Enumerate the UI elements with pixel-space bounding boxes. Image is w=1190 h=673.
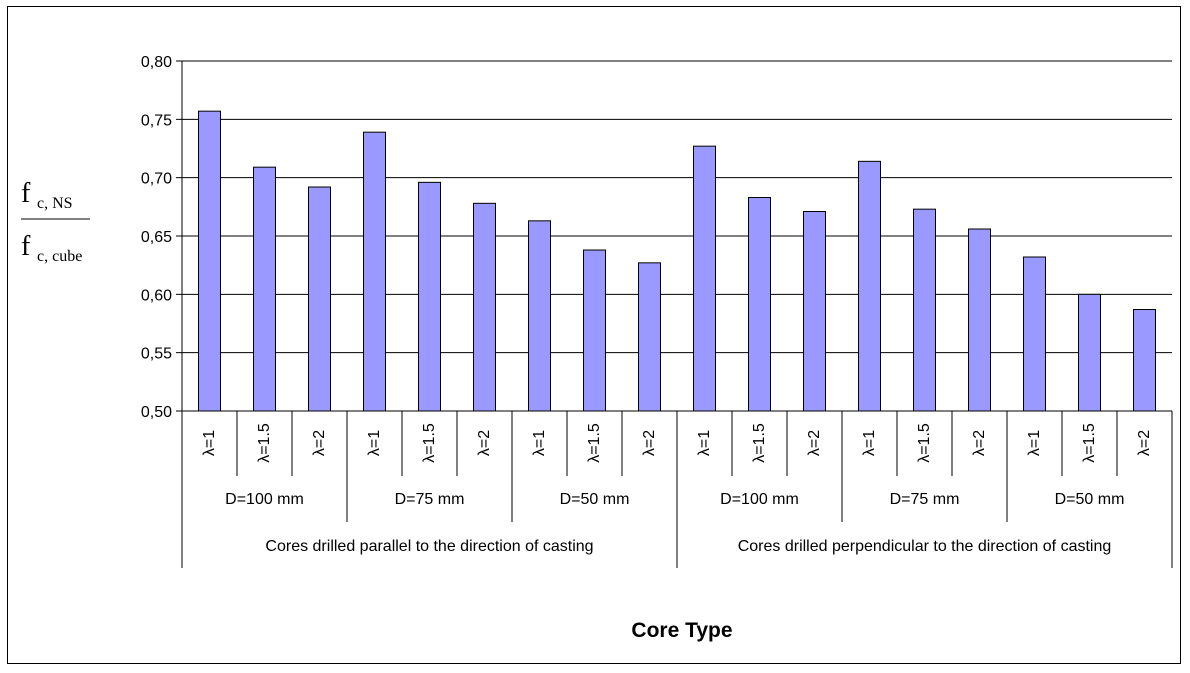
- y-axis-ticks: 0,50 0,55 0,60 0,65 0,70 0,75 0,80: [141, 54, 182, 421]
- bar: [638, 262, 661, 412]
- y-tick-label: 0,50: [141, 404, 172, 421]
- category-label: λ=2: [311, 430, 328, 456]
- bar: [253, 166, 276, 412]
- bar: [968, 228, 991, 412]
- x-axis-title: Core Type: [631, 619, 732, 642]
- bar: [473, 202, 496, 412]
- bar: [1133, 309, 1156, 412]
- diameter-group-label: D=50 mm: [1055, 491, 1125, 508]
- bar: [693, 145, 716, 412]
- y-axis-label: f c, NS f c, cube: [21, 178, 90, 265]
- y-label-den-sub: c, cube: [37, 248, 82, 265]
- bar: [748, 197, 771, 412]
- bar: [308, 186, 331, 412]
- category-label: λ=1: [1026, 430, 1043, 456]
- y-label-den-main: f: [21, 231, 31, 262]
- bar: [913, 208, 936, 412]
- y-label-num-main: f: [21, 178, 31, 209]
- bar: [418, 181, 441, 412]
- category-label: λ=1: [861, 430, 878, 456]
- bar: [198, 110, 221, 412]
- bar: [1023, 256, 1046, 412]
- bar: [583, 249, 606, 412]
- y-tick-label: 0,70: [141, 171, 172, 188]
- orientation-group-label: Cores drilled perpendicular to the direc…: [738, 538, 1112, 555]
- bar: [528, 220, 551, 412]
- category-label: λ=1: [366, 430, 383, 456]
- group-labels: D=100 mm D=75 mm D=50 mm D=100 mm D=75 mm D=5…: [181, 411, 1173, 568]
- chart-frame: [7, 6, 1181, 664]
- category-label: λ=2: [1136, 430, 1153, 456]
- bar: [1078, 293, 1101, 412]
- category-label: λ=1.5: [586, 423, 603, 463]
- y-label-num-sub: c, NS: [37, 195, 73, 212]
- y-tick-label: 0,65: [141, 229, 172, 246]
- orientation-group-label: Cores drilled parallel to the direction …: [265, 538, 593, 555]
- y-tick-label: 0,75: [141, 112, 172, 129]
- diameter-group-label: D=50 mm: [560, 491, 630, 508]
- category-label: λ=1: [201, 430, 218, 456]
- category-label: λ=1: [531, 430, 548, 456]
- diameter-group-label: D=100 mm: [225, 491, 304, 508]
- y-tick-label: 0,80: [141, 54, 172, 71]
- bar: [363, 131, 386, 412]
- y-tick-label: 0,60: [141, 287, 172, 304]
- category-label: λ=1.5: [751, 423, 768, 463]
- category-label: λ=1.5: [1081, 423, 1098, 463]
- y-tick-label: 0,55: [141, 346, 172, 363]
- category-label: λ=2: [476, 430, 493, 456]
- bar: [803, 211, 826, 412]
- category-label: λ=2: [971, 430, 988, 456]
- bars: [198, 110, 1156, 412]
- bar: [858, 160, 881, 412]
- category-label: λ=1.5: [256, 423, 273, 463]
- category-label: λ=1: [696, 430, 713, 456]
- category-labels: λ=1 λ=1.5 λ=2 λ=1 λ=1.5 λ=2 λ=1 λ=1.5 λ=2 λ=1 λ=1.…: [201, 423, 1153, 463]
- diameter-group-label: D=100 mm: [720, 491, 799, 508]
- category-label: λ=2: [641, 430, 658, 456]
- diameter-group-label: D=75 mm: [890, 491, 960, 508]
- category-label: λ=1.5: [421, 423, 438, 463]
- category-label: λ=1.5: [916, 423, 933, 463]
- category-label: λ=2: [806, 430, 823, 456]
- diameter-group-label: D=75 mm: [395, 491, 465, 508]
